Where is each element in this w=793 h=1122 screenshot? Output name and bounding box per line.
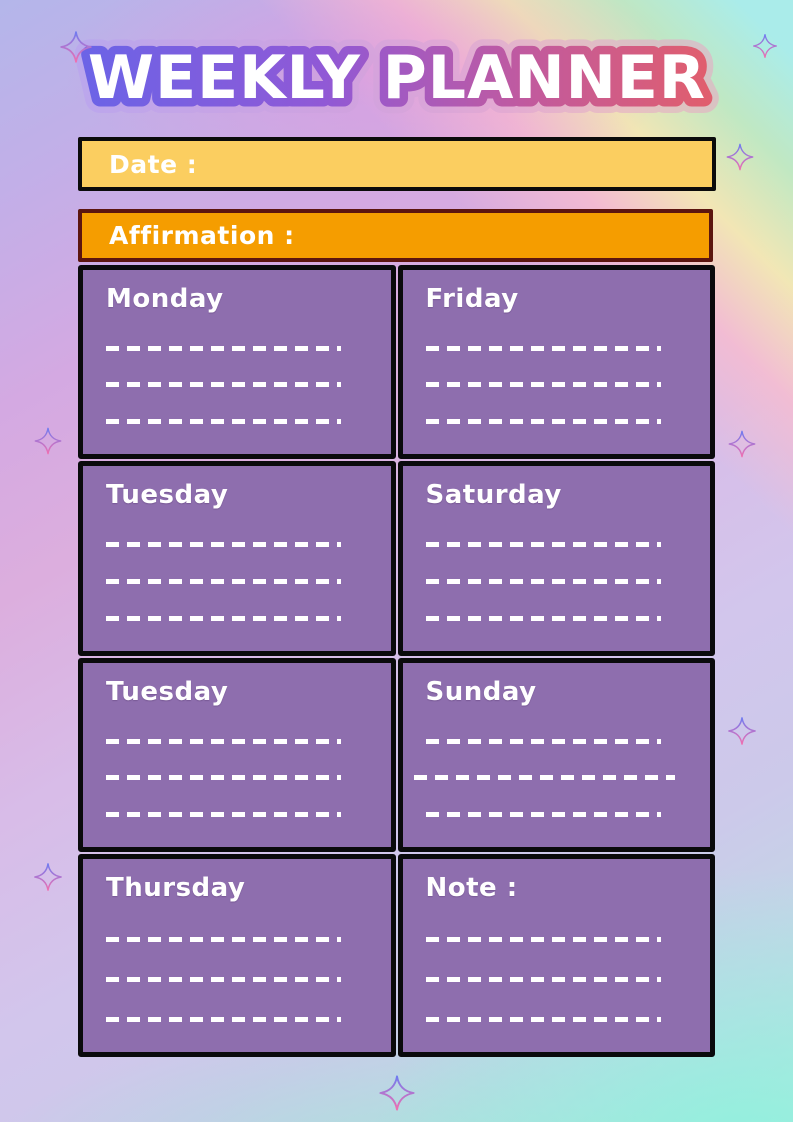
day-card-tuesday: Tuesday bbox=[78, 460, 396, 657]
writing-line[interactable] bbox=[425, 937, 661, 943]
writing-line[interactable] bbox=[106, 382, 342, 387]
writing-line[interactable] bbox=[425, 382, 661, 387]
sparkle-icon bbox=[726, 143, 754, 171]
writing-line[interactable] bbox=[106, 578, 342, 584]
page-title-text: WEEKLY PLANNER bbox=[88, 43, 706, 113]
sparkle-icon bbox=[379, 1075, 415, 1111]
writing-line[interactable] bbox=[425, 541, 661, 547]
note-card: Note : bbox=[397, 853, 715, 1057]
writing-line[interactable] bbox=[425, 738, 661, 744]
writing-line[interactable] bbox=[425, 1016, 661, 1022]
sparkle-icon bbox=[34, 863, 62, 891]
date-field[interactable]: Date : bbox=[78, 137, 716, 191]
day-card-label: Tuesday bbox=[106, 677, 229, 708]
writing-line[interactable] bbox=[425, 345, 661, 351]
writing-line[interactable] bbox=[106, 738, 342, 744]
writing-line[interactable] bbox=[106, 345, 342, 351]
day-card-label: Thursday bbox=[106, 872, 246, 903]
note-card-label: Note : bbox=[425, 872, 518, 903]
writing-line[interactable] bbox=[106, 418, 342, 424]
day-card-saturday: Saturday bbox=[397, 460, 715, 657]
day-card-label: Tuesday bbox=[106, 479, 229, 510]
day-card-label: Monday bbox=[106, 284, 224, 314]
sparkle-icon bbox=[60, 31, 92, 63]
day-card-friday: Friday bbox=[397, 265, 715, 459]
affirmation-field[interactable]: Affirmation : bbox=[78, 209, 713, 262]
writing-line[interactable] bbox=[106, 615, 342, 621]
page-title: WEEKLY PLANNER WEEKLY PLANNER bbox=[73, 28, 720, 122]
day-card-label: Saturday bbox=[425, 479, 562, 510]
writing-line[interactable] bbox=[106, 977, 342, 983]
sparkle-icon bbox=[728, 717, 756, 745]
sparkle-icon bbox=[34, 427, 62, 455]
sparkle-icon bbox=[752, 33, 778, 59]
day-card-monday: Monday bbox=[78, 265, 396, 459]
day-card-thursday: Thursday bbox=[78, 853, 396, 1057]
writing-line[interactable] bbox=[425, 578, 661, 584]
writing-line[interactable] bbox=[106, 775, 342, 781]
day-card-tuesday-duplicate: Tuesday bbox=[78, 658, 396, 852]
page-title-halo: WEEKLY PLANNER bbox=[88, 43, 706, 113]
writing-line[interactable] bbox=[106, 937, 342, 943]
writing-line[interactable] bbox=[413, 775, 675, 781]
affirmation-label: Affirmation : bbox=[109, 221, 295, 250]
writing-line[interactable] bbox=[106, 811, 342, 817]
writing-line[interactable] bbox=[106, 541, 342, 547]
writing-line[interactable] bbox=[425, 977, 661, 983]
writing-line[interactable] bbox=[425, 811, 661, 817]
planner-grid: Monday Friday Tuesday Saturday Tuesday bbox=[78, 265, 715, 1057]
writing-line[interactable] bbox=[425, 418, 661, 424]
writing-line[interactable] bbox=[425, 615, 661, 621]
writing-line[interactable] bbox=[106, 1016, 342, 1022]
date-label: Date : bbox=[109, 149, 198, 179]
day-card-sunday: Sunday bbox=[397, 658, 715, 852]
day-card-label: Friday bbox=[425, 284, 519, 314]
day-card-label: Sunday bbox=[425, 677, 537, 708]
sparkle-icon bbox=[728, 430, 756, 458]
